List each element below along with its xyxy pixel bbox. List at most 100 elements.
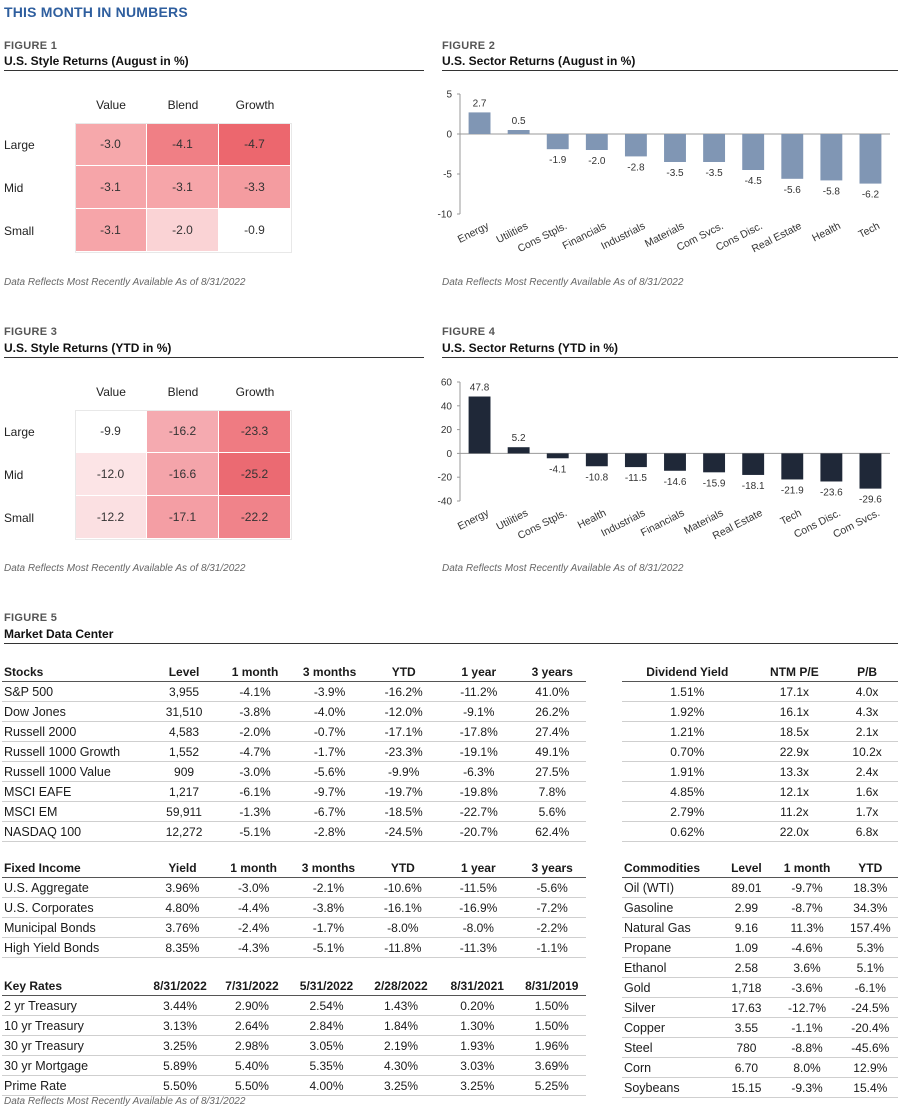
table-cell: 4.80% (147, 897, 218, 918)
table-cell: -12.7% (771, 997, 843, 1018)
data-label: -29.6 (859, 495, 882, 506)
category-label: Energy (456, 507, 492, 533)
table-cell: 4.85% (622, 781, 753, 802)
data-label: 2.7 (473, 98, 487, 109)
table-cell: -3.0% (219, 761, 291, 782)
y-tick-label: -40 (438, 497, 453, 508)
table-cell: -1.3% (219, 801, 291, 822)
table-cell: -11.8% (367, 937, 439, 958)
table-cell: -4.3% (217, 937, 290, 958)
table-cell: 2.54% (287, 995, 366, 1016)
table-row: 1.91% 13.3x 2.4x (622, 761, 898, 782)
data-label: 0.5 (512, 116, 526, 127)
table-cell: 2.99 (721, 897, 772, 918)
table-row: 1.51% 17.1x 4.0x (622, 681, 898, 702)
table-cell: 26.2% (518, 701, 586, 722)
table-cell: 12.1x (752, 781, 837, 802)
figure-5-source-note: Data Reflects Most Recently Available As… (4, 1096, 246, 1107)
table-cell: Russell 1000 Growth (2, 741, 149, 762)
table-cell: -24.5% (842, 997, 898, 1018)
data-label: -2.0 (588, 156, 606, 167)
figure-4-label: FIGURE 4 (442, 326, 496, 338)
table-cell: 11.3% (771, 917, 843, 938)
figure-1-label: FIGURE 1 (4, 40, 58, 52)
table-cell: -0.7% (290, 721, 369, 742)
data-label: -5.8 (823, 186, 841, 197)
bar (781, 134, 804, 179)
table-row: 30 yr Treasury 3.25% 2.98% 3.05% 2.19% 1.93% 1… (2, 1035, 586, 1056)
table-cell: -8.7% (771, 897, 843, 918)
table-cell: 13.3x (752, 761, 837, 782)
table-cell: 62.4% (518, 821, 586, 842)
table-cell: 30 yr Mortgage (2, 1055, 145, 1076)
bar (742, 134, 765, 170)
table-cell: -6.1% (842, 977, 898, 998)
y-tick-label: -5 (443, 170, 452, 181)
table-cell: 1.96% (517, 1035, 586, 1056)
table-cell: 17.1x (752, 681, 837, 702)
y-tick-label: 5 (446, 90, 452, 101)
table-cell: 10 yr Treasury (2, 1015, 145, 1036)
table-cell: -16.9% (438, 897, 519, 918)
table-cell: -6.7% (290, 801, 369, 822)
table-cell: -4.1% (219, 681, 291, 702)
heatmap-column-header: Growth (235, 98, 275, 112)
heatmap-cell: -2.0 (147, 209, 218, 251)
table-cell: -9.3% (771, 1077, 843, 1098)
figure-3-label: FIGURE 3 (4, 326, 58, 338)
table-cell: 4,583 (148, 721, 220, 742)
table-cell: 16.1x (752, 701, 837, 722)
table-cell: -2.0% (219, 721, 291, 742)
data-label: -23.6 (820, 487, 843, 498)
table-cell: Natural Gas (622, 917, 722, 938)
figure-4-source-note: Data Reflects Most Recently Available As… (442, 563, 684, 574)
heatmap-cell: -3.1 (147, 166, 218, 208)
data-label: -14.6 (664, 477, 687, 488)
table-row: MSCI EAFE 1,217 -6.1% -9.7% -19.7% -19.8% 7.8% (2, 781, 586, 802)
bar (546, 134, 569, 150)
table-row: U.S. Aggregate 3.96% -3.0% -2.1% -10.6% -11.5… (2, 877, 586, 898)
valuation-table: Dividend Yield NTM P/E P/B 1.51% 17.1x 4.0x 1.… (622, 662, 898, 842)
table-row: Ethanol 2.58 3.6% 5.1% (622, 957, 898, 978)
table-cell: 3.25% (436, 1075, 518, 1096)
data-label: 5.2 (512, 433, 526, 444)
table-row: S&P 500 3,955 -4.1% -3.9% -16.2% -11.2% 41.0% (2, 681, 586, 702)
column-header: 8/31/2019 (517, 976, 586, 996)
table-row: Natural Gas 9.16 11.3% 157.4% (622, 917, 898, 938)
data-label: -1.9 (549, 155, 567, 166)
table-cell: 1.84% (365, 1015, 437, 1036)
y-tick-label: 40 (441, 401, 453, 412)
table-cell: 5.6% (518, 801, 586, 822)
table-row: Gasoline 2.99 -8.7% 34.3% (622, 897, 898, 918)
data-label: -4.5 (745, 176, 763, 187)
table-cell: Gasoline (622, 897, 722, 918)
table-cell: 7.8% (518, 781, 586, 802)
data-label: -2.8 (627, 162, 645, 173)
table-cell: -2.4% (217, 917, 290, 938)
bar (703, 453, 726, 473)
table-cell: 59,911 (148, 801, 220, 822)
table-cell: Soybeans (622, 1077, 722, 1098)
column-header: 5/31/2022 (287, 976, 366, 996)
heatmap-cell: -3.1 (75, 166, 146, 208)
table-cell: -11.3% (438, 937, 519, 958)
table-row: 1.92% 16.1x 4.3x (622, 701, 898, 722)
table-cell: Russell 2000 (2, 721, 149, 742)
table-cell: Steel (622, 1037, 722, 1058)
table-cell: -8.8% (771, 1037, 843, 1058)
table-cell: 3.25% (365, 1075, 437, 1096)
table-cell: -19.7% (368, 781, 439, 802)
column-header: 1 month (771, 858, 843, 878)
y-tick-label: 0 (446, 130, 452, 141)
bar (468, 396, 491, 454)
bar (664, 453, 686, 471)
bar (820, 453, 843, 482)
heatmap-cell: -17.1 (147, 496, 218, 538)
heatmap-cell: -12.0 (75, 453, 146, 495)
heatmap-row-label: Large (4, 138, 35, 152)
column-header: Fixed Income (2, 858, 148, 878)
figure-5-title: Market Data Center (4, 627, 114, 641)
table-cell: 0.70% (622, 741, 753, 762)
table-cell: -5.1% (219, 821, 291, 842)
